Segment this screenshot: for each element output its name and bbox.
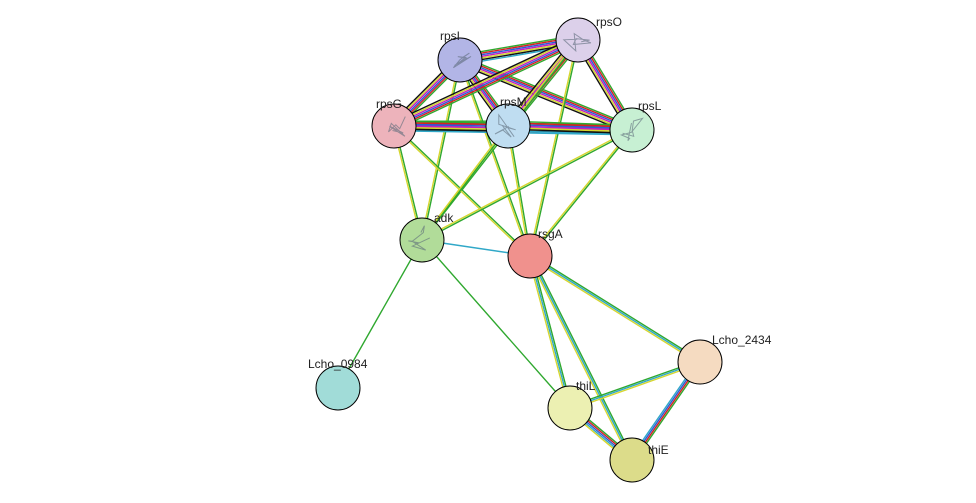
node-label: rpsG [376, 97, 402, 111]
node-Lcho_0984[interactable]: Lcho_0984 [308, 357, 368, 410]
node-label: rpsO [596, 15, 622, 29]
node-adk[interactable]: adk [400, 211, 454, 262]
node-label: Lcho_2434 [712, 333, 772, 347]
node-label: thiL [576, 379, 596, 393]
node-rsgA[interactable]: rsgA [508, 227, 563, 278]
node-label: adk [434, 211, 454, 225]
node-circle[interactable] [486, 104, 530, 148]
node-label: rpsM [500, 95, 527, 109]
node-rpsO[interactable]: rpsO [556, 15, 622, 62]
node-thiE[interactable]: thiE [610, 438, 669, 482]
node-circle[interactable] [316, 366, 360, 410]
node-label: rpsI [440, 29, 460, 43]
node-rpsI[interactable]: rpsI [438, 29, 482, 82]
node-label: Lcho_0984 [308, 357, 368, 371]
network-graph: rpsI rpsO rpsG rpsM rpsL adk rsgA Lcho_0984 thiL… [0, 0, 976, 503]
edge-rsgA-thiL [528, 256, 568, 408]
node-label: rpsL [638, 99, 662, 113]
edge-rpsL-adk [422, 131, 632, 241]
edge-rsgA-thiE [531, 255, 633, 459]
node-Lcho_2434[interactable]: Lcho_2434 [678, 333, 772, 384]
node-label: thiE [648, 443, 669, 457]
node-label: rsgA [538, 227, 563, 241]
node-circle[interactable] [556, 18, 600, 62]
